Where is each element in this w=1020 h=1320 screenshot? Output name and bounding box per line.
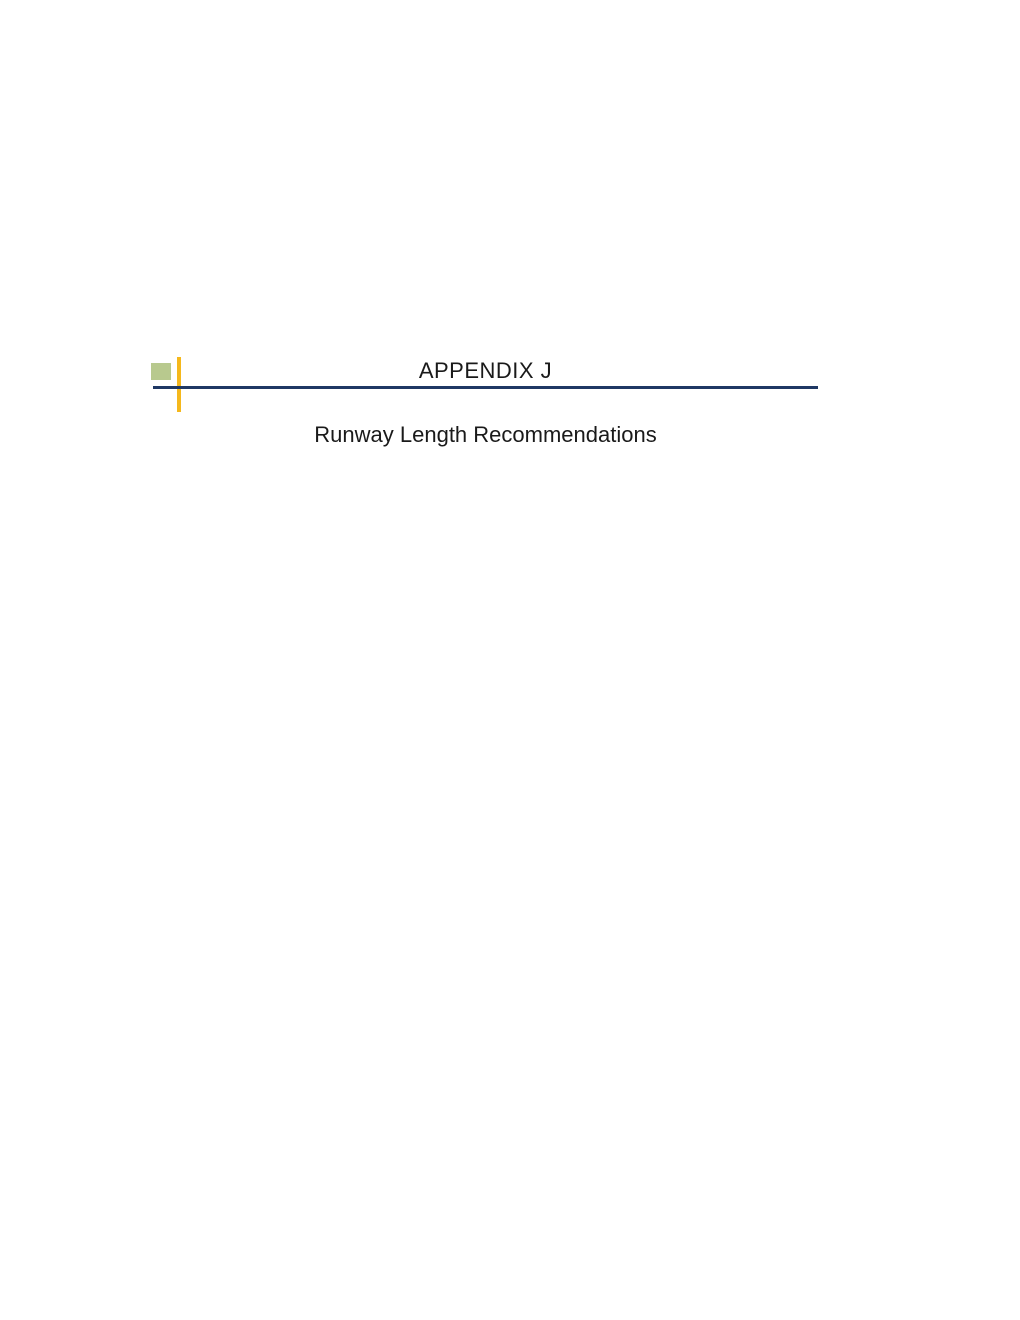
appendix-subtitle: Runway Length Recommendations <box>153 422 818 448</box>
appendix-title: APPENDIX J <box>153 358 818 384</box>
horizontal-rule <box>153 386 818 389</box>
